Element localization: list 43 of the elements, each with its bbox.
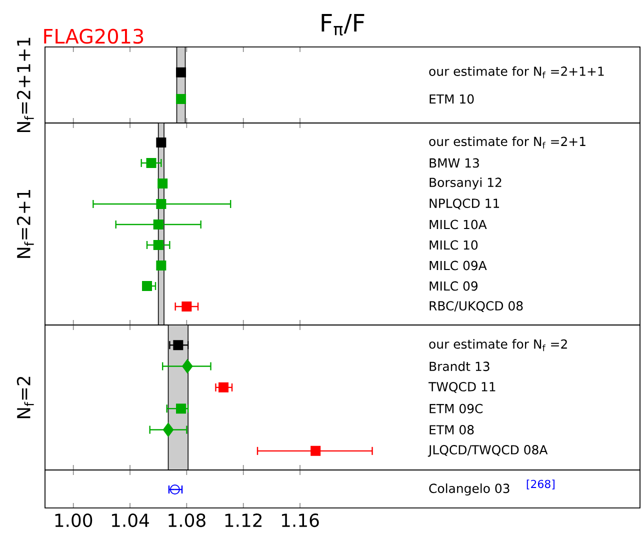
point xyxy=(218,382,229,392)
point xyxy=(173,340,184,350)
y-tick-label: Brandt 13 xyxy=(430,361,490,372)
point xyxy=(182,302,192,312)
y-tick-label: TWQCD 11 xyxy=(428,382,496,393)
y-tick-label: our estimate for N$_{f}$ =2+1+1 xyxy=(429,66,604,78)
y-tick-label: ETM 09C xyxy=(430,404,483,414)
point xyxy=(142,281,152,292)
x-tick-label: 1.00 xyxy=(55,514,92,528)
y-axis-title: N$_{f}$=2 xyxy=(16,376,34,418)
x-tick-label: 1.08 xyxy=(168,514,206,528)
y-tick-label: RBC/UKQCD 08 xyxy=(430,301,523,312)
y-tick-label: MILC 09 xyxy=(430,281,478,291)
y-tick-label: NPLQCD 11 xyxy=(430,198,500,210)
y-tick-label: MILC 10A xyxy=(430,220,487,230)
x-tick-label: 1.16 xyxy=(282,514,319,528)
point xyxy=(158,178,168,188)
annotation: [268] xyxy=(526,480,554,490)
y-tick-label: JLQCD/TWQCD 08A xyxy=(428,445,548,457)
text: FLAG2013 xyxy=(44,28,144,44)
y-axis-title: N$_{f}$=2+1 xyxy=(16,190,34,258)
chart-title: F$_{π}$/F xyxy=(322,14,364,36)
point xyxy=(156,260,166,271)
y-tick-label: our estimate for N$_{f}$ =2 xyxy=(429,339,567,352)
y-tick-label: Colangelo 03 xyxy=(429,483,510,496)
y-tick-label: MILC 09A xyxy=(430,260,487,270)
point xyxy=(146,158,156,168)
y-axis-title: N$_{f}$=2+1+1 xyxy=(16,38,34,132)
point xyxy=(156,198,166,209)
point xyxy=(156,137,166,148)
y-tick-label: MILC 10 xyxy=(430,240,478,250)
x-tick-label: 1.04 xyxy=(112,514,149,528)
y-tick-label: BMW 13 xyxy=(430,158,479,168)
y-tick-label: ETM 08 xyxy=(430,425,474,434)
y-tick-label: Borsanyi 12 xyxy=(430,177,502,190)
y-tick-label: ETM 10 xyxy=(430,94,474,104)
point xyxy=(153,220,164,230)
point xyxy=(310,446,321,456)
point xyxy=(153,240,164,250)
point xyxy=(182,359,193,374)
x-tick-label: 1.12 xyxy=(225,514,262,527)
point xyxy=(162,422,174,437)
y-tick-label: our estimate for N$_{f}$ =2+1 xyxy=(429,136,586,148)
